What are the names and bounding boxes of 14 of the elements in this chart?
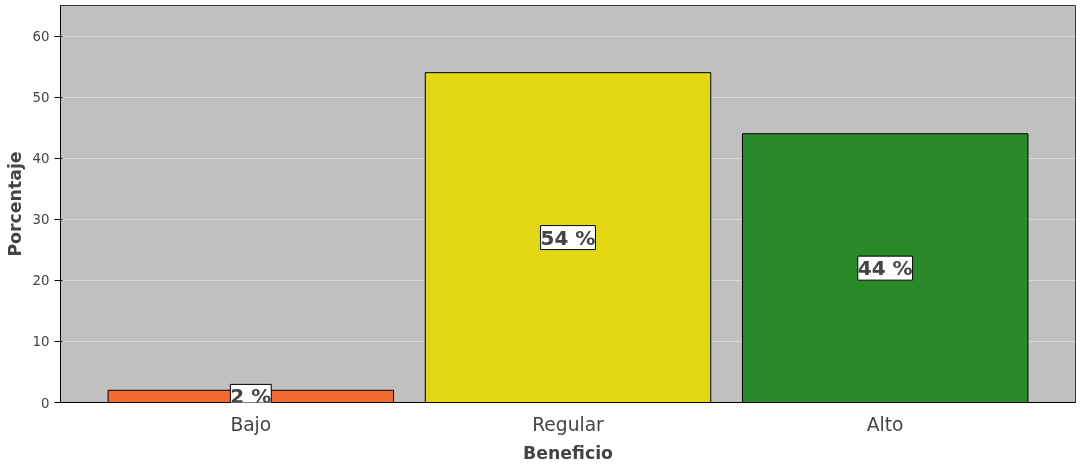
y-tick-label: 50	[32, 90, 50, 106]
x-tick-label: Regular	[532, 413, 605, 435]
x-axis-title: Beneficio	[523, 442, 614, 463]
y-axis-title: Porcentaje	[4, 151, 25, 257]
data-label: 54 %	[540, 225, 596, 250]
data-label: 44 %	[857, 256, 913, 281]
y-tick-label: 40	[32, 151, 50, 167]
y-tick-label: 0	[41, 395, 50, 411]
x-tick-label: Alto	[866, 413, 904, 435]
y-tick-label: 60	[32, 29, 50, 45]
y-tick-label: 20	[32, 273, 50, 289]
y-tick-label: 30	[32, 212, 50, 228]
y-tick-label: 10	[32, 334, 50, 350]
x-tick-label: Bajo	[230, 413, 272, 435]
